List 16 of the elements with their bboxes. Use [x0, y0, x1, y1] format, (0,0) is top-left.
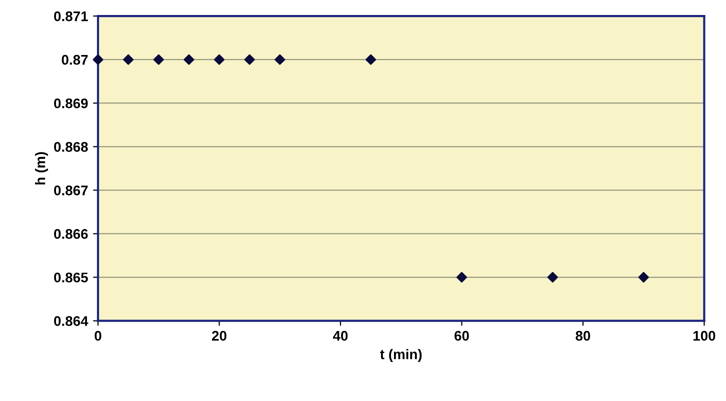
- y-tick-label: 0.871: [54, 11, 88, 22]
- x-tick-label: 40: [332, 330, 348, 341]
- x-tick-label: 60: [454, 330, 469, 341]
- y-axis-title: h (m): [35, 152, 48, 184]
- y-tick-label: 0.869: [54, 98, 88, 108]
- y-tick-label: 0.867: [54, 186, 88, 196]
- x-tick-label: 80: [576, 330, 590, 341]
- x-tick-label: 0: [94, 330, 102, 341]
- x-tick-label: 20: [212, 330, 226, 341]
- y-tick-label: 0.87: [62, 54, 88, 65]
- x-tick-label: 100: [694, 330, 716, 341]
- y-tick-label: 0.868: [54, 142, 88, 152]
- y-tick-label: 0.864: [54, 316, 88, 326]
- y-tick-label: 0.866: [54, 229, 88, 239]
- y-tick-label: 0.865: [54, 272, 88, 282]
- x-axis-title: t (min): [380, 349, 422, 362]
